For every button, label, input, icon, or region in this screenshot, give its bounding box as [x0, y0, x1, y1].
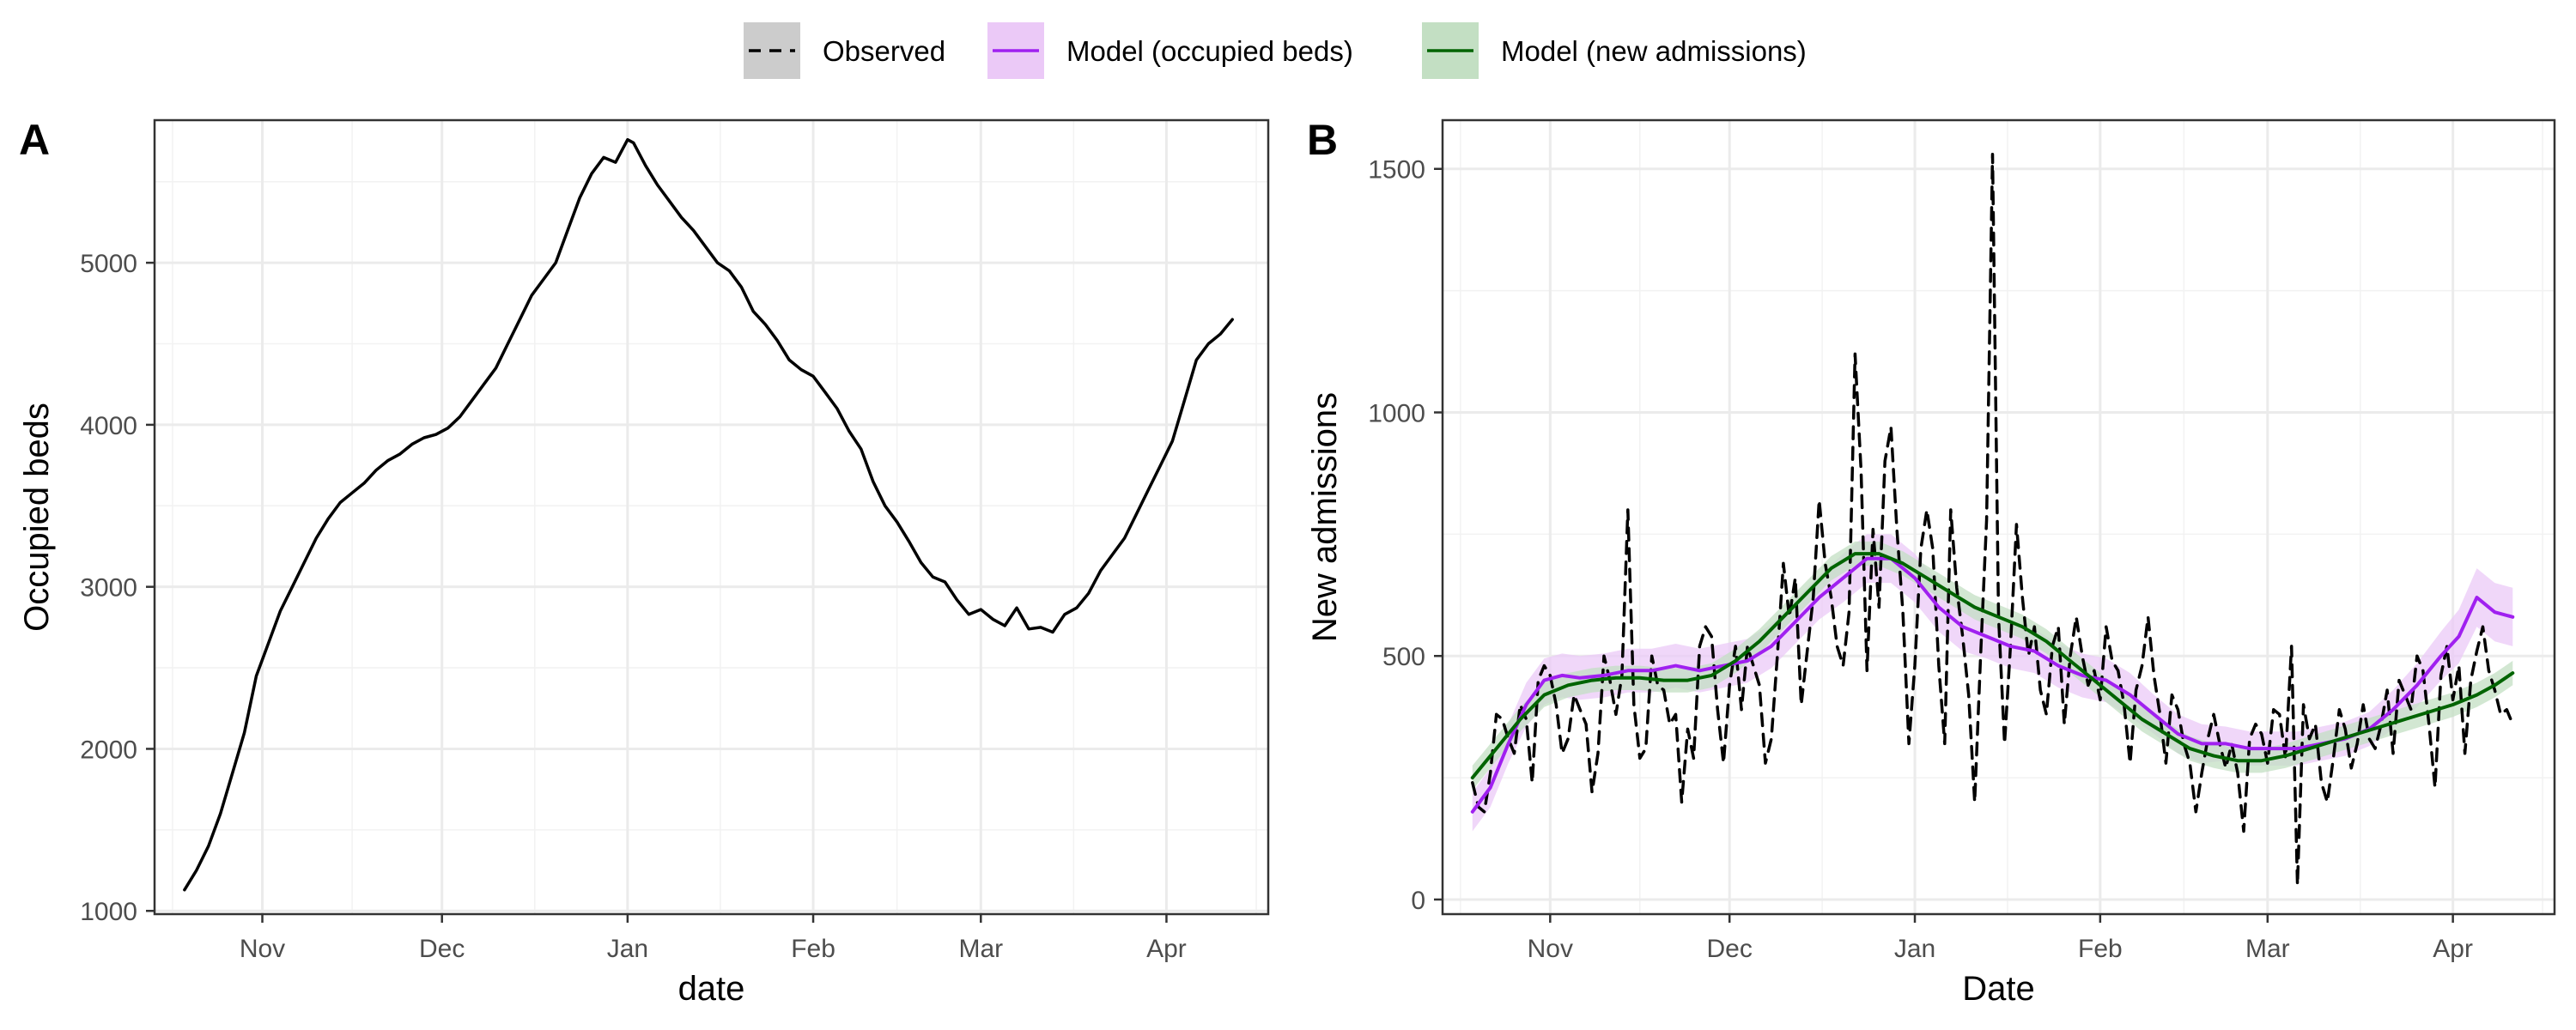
series-group: [1470, 152, 2515, 887]
legend-item: Model (new admissions): [1422, 22, 1807, 79]
y-tick-label: 5000: [80, 250, 137, 278]
panel-border: [153, 118, 1270, 916]
y-tick-label: 4000: [80, 412, 137, 440]
x-tick-label: Dec: [419, 935, 465, 963]
x-tick-label: Dec: [1707, 935, 1753, 963]
plot-background: [1443, 120, 2555, 914]
observed-line: [1471, 152, 2515, 887]
gridlines: [155, 120, 1268, 914]
legend-label: Model (occupied beds): [1066, 35, 1353, 67]
y-tick-label: 1000: [80, 898, 137, 926]
x-tick-label: Mar: [958, 935, 1003, 963]
y-tick-label: 3000: [80, 574, 137, 603]
y-tick-label: 1000: [1368, 399, 1425, 427]
y-axis-title: New admissions: [1306, 392, 1344, 642]
x-axis-title: Date: [1962, 970, 2035, 1008]
panel-b-tag: B: [1307, 116, 1338, 164]
x-tick-label: Apr: [1146, 935, 1187, 963]
panel-border: [1441, 118, 2556, 916]
plot-background: [155, 120, 1268, 914]
x-tick-label: Jan: [607, 935, 648, 963]
model-line-2: [1470, 552, 2515, 780]
x-tick-label: Apr: [2433, 935, 2473, 963]
y-tick-label: 1500: [1368, 156, 1425, 185]
series-group: [183, 137, 1234, 892]
y-tick-label: 2000: [80, 736, 137, 764]
panel-a: A Nov Dec Jan Feb Mar Apr 1000 2000 3000 4000 5000…: [18, 116, 1270, 1008]
legend: Observed Model (occupied beds) Model (new …: [744, 22, 1807, 79]
legend-item: Observed: [744, 22, 945, 79]
legend-label: Observed: [823, 35, 945, 67]
legend-label: Model (new admissions): [1501, 35, 1807, 67]
y-tick-label: 0: [1411, 887, 1425, 915]
x-tick-label: Nov: [240, 935, 285, 963]
x-tick-label: Nov: [1528, 935, 1573, 963]
y-tick-label: 500: [1382, 643, 1425, 671]
axis-ticks: Nov Dec Jan Feb Mar Apr 0 500 1000 1500: [1368, 156, 2473, 963]
panel-b: B Nov Dec Jan Feb Mar Apr 0 500 1000 1500 Date New …: [1306, 116, 2556, 1008]
y-axis-title: Occupied beds: [18, 403, 56, 632]
series-line: [183, 137, 1234, 892]
x-tick-label: Mar: [2245, 935, 2290, 963]
x-axis-title: date: [678, 970, 745, 1008]
axis-ticks: Nov Dec Jan Feb Mar Apr 1000 2000 3000 4000 5000: [80, 250, 1187, 963]
x-tick-label: Feb: [2078, 935, 2123, 963]
panel-a-tag: A: [19, 116, 50, 164]
legend-item: Model (occupied beds): [987, 22, 1353, 79]
x-tick-label: Feb: [791, 935, 835, 963]
x-tick-label: Jan: [1894, 935, 1935, 963]
